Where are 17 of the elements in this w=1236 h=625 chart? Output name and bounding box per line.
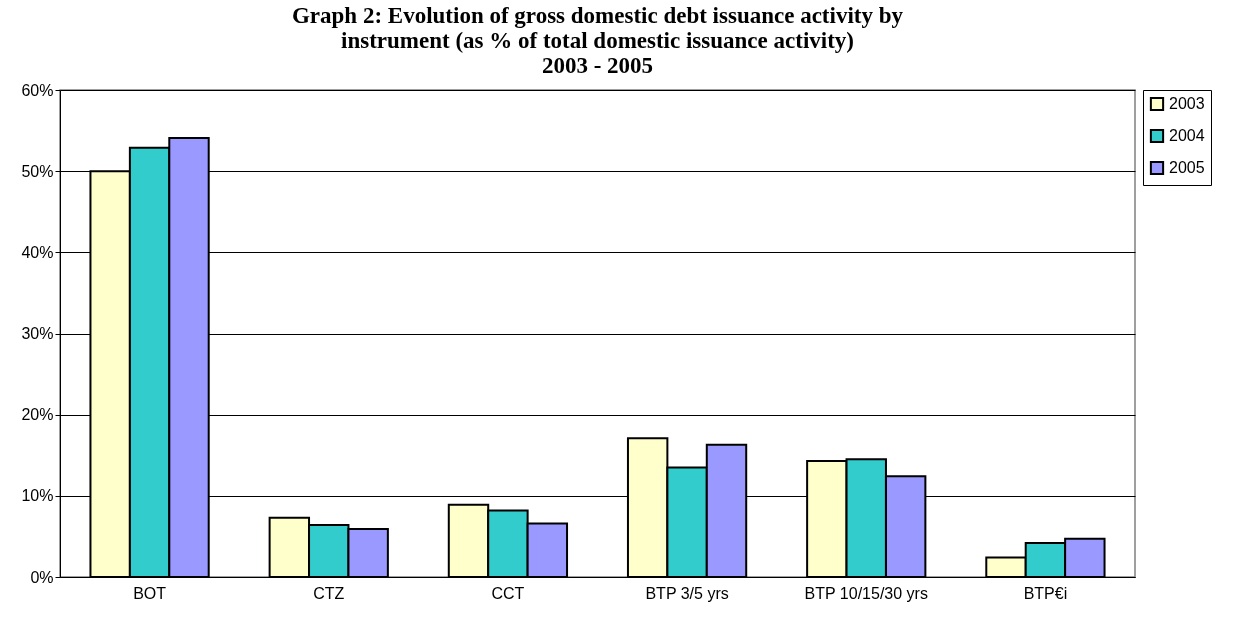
legend-label: 2003: [1169, 95, 1205, 112]
chart-title: Graph 2: Evolution of gross domestic debt issuance activity by instrument (as % of total domestic issuance activity) 2003 - 2005: [291, 3, 904, 78]
y-tick-label: 40%: [21, 243, 54, 261]
y-tick-label: 60%: [21, 81, 54, 99]
legend-label: 2004: [1169, 127, 1205, 144]
y-tick-label: 0%: [30, 568, 54, 586]
y-tick-label: 10%: [21, 487, 54, 505]
y-tick-label: 30%: [21, 325, 54, 342]
x-tick-label: CTZ: [313, 584, 345, 602]
legend-label: 2005: [1169, 159, 1205, 176]
y-tick-label: 20%: [21, 406, 54, 424]
x-tick-label: BTP€i: [1023, 584, 1068, 602]
x-tick-label: BTP 3/5 yrs: [645, 584, 729, 602]
x-tick-label: BOT: [133, 584, 167, 602]
y-tick-label: 50%: [21, 162, 54, 180]
x-tick-label: CCT: [491, 584, 525, 602]
x-tick-label: BTP 10/15/30 yrs: [804, 584, 928, 602]
